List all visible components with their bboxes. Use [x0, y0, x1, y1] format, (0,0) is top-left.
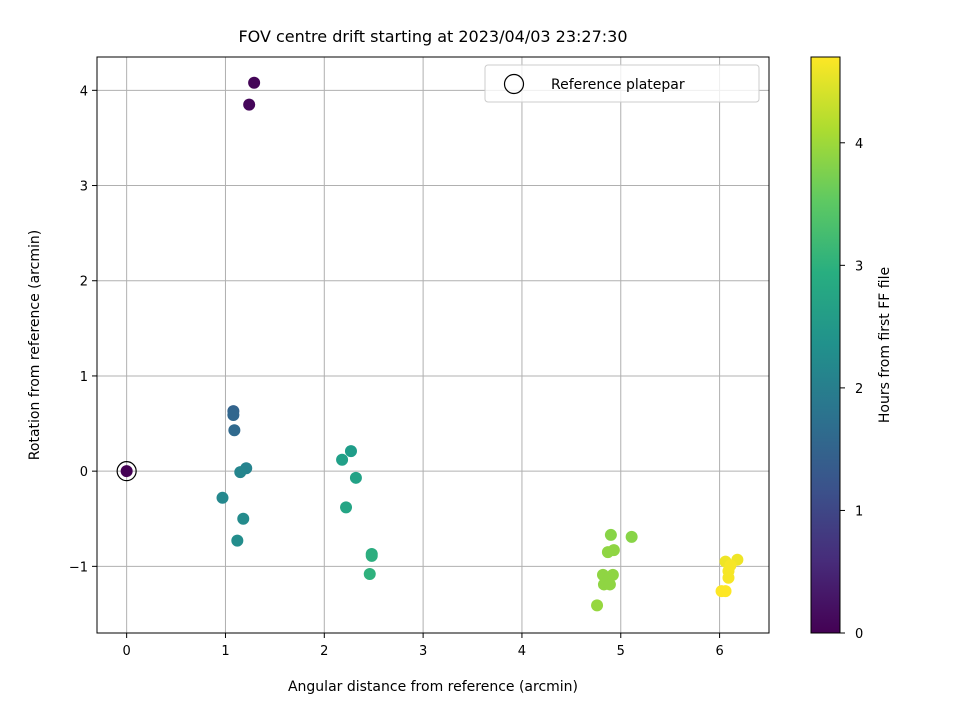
legend: Reference platepar	[484, 64, 760, 103]
colorbar-ticks: 0 1 2 3 4	[840, 137, 863, 642]
scatter-point	[231, 534, 244, 547]
x-tick-label: 0	[123, 644, 131, 659]
scatter-point	[243, 98, 256, 111]
y-tick-label: 4	[80, 84, 88, 99]
scatter-point	[365, 549, 378, 562]
scatter-point	[237, 512, 250, 525]
x-tick-label: 4	[518, 644, 526, 659]
colorbar-label: Hours from first FF file	[877, 267, 893, 423]
colorbar-tick-label: 0	[855, 627, 863, 642]
colorbar-gradient	[810, 56, 841, 634]
scatter-point	[234, 466, 247, 479]
legend-box	[484, 64, 760, 103]
legend-entry: Reference platepar	[551, 77, 685, 93]
colorbar: 0 1 2 3 4 Hours from first FF file	[810, 56, 893, 642]
scatter-point	[604, 528, 617, 541]
y-tick-label: 2	[80, 275, 88, 290]
reference-circle	[116, 461, 137, 482]
scatter-point	[248, 76, 261, 89]
scatter-point	[363, 567, 376, 580]
scatter-point	[216, 491, 229, 504]
colorbar-tick-label: 4	[855, 137, 863, 152]
colorbar-tick-label: 3	[855, 259, 863, 274]
scatter-point	[344, 445, 357, 458]
chart-title: FOV centre drift starting at 2023/04/03 …	[238, 27, 627, 46]
x-tick-label: 2	[320, 644, 328, 659]
scatter-point	[722, 571, 735, 584]
scatter-point	[227, 408, 240, 421]
reference-marker	[116, 461, 137, 482]
x-tick-label: 5	[617, 644, 625, 659]
plot-frame	[96, 56, 770, 634]
y-axis-label: Rotation from reference (arcmin)	[27, 230, 43, 460]
scatter-point	[591, 599, 604, 612]
x-axis-ticks: 0 1 2 3 4 5 6	[123, 633, 724, 659]
scatter-point	[719, 585, 732, 598]
y-tick-label: −1	[69, 560, 88, 575]
y-tick-label: 1	[80, 370, 88, 385]
x-tick-label: 6	[715, 644, 723, 659]
scatter-point	[340, 501, 353, 514]
grid	[97, 57, 769, 633]
scatter-point	[603, 578, 616, 591]
data-points	[120, 76, 744, 612]
scatter-point	[120, 465, 133, 478]
colorbar-tick-label: 1	[855, 504, 863, 519]
x-tick-label: 3	[419, 644, 427, 659]
legend-marker-circle	[503, 73, 525, 95]
colorbar-tick-label: 2	[855, 382, 863, 397]
scatter-point	[228, 424, 241, 437]
scatter-point	[625, 530, 638, 543]
y-axis-ticks: −1 0 1 2 3 4	[69, 84, 97, 575]
scatter-point	[349, 471, 362, 484]
y-tick-label: 3	[80, 180, 88, 195]
x-tick-label: 1	[221, 644, 229, 659]
scatter-point	[601, 546, 614, 559]
x-axis-label: Angular distance from reference (arcmin)	[288, 679, 578, 695]
scatter-point	[336, 453, 349, 466]
y-tick-label: 0	[80, 465, 88, 480]
